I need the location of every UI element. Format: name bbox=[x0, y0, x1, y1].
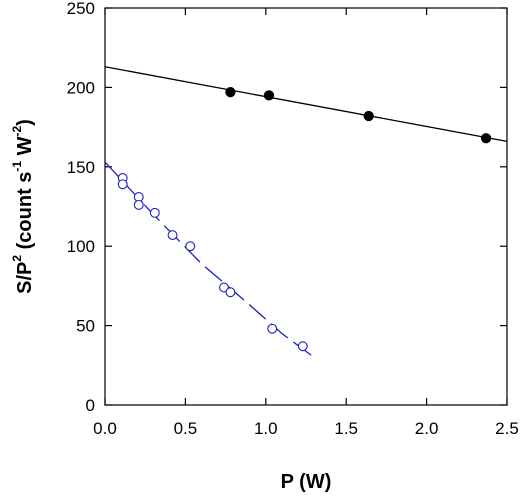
data-point-series-2 bbox=[167, 230, 178, 241]
y-axis-title: S/P2 (count s-1 W-2) bbox=[10, 119, 36, 294]
y-tick-label: 250 bbox=[67, 0, 95, 18]
fit-line-series-2 bbox=[104, 161, 315, 358]
y-axis-title-superscript: 2 bbox=[10, 255, 24, 262]
x-tick-label: 2.5 bbox=[495, 419, 519, 438]
y-tick-label: 200 bbox=[67, 78, 95, 97]
y-axis-title-text: ) bbox=[14, 119, 36, 126]
data-point-series-2 bbox=[297, 341, 308, 352]
x-tick-label: 0.5 bbox=[174, 419, 198, 438]
data-point-series-2 bbox=[267, 323, 278, 334]
data-point-series-2 bbox=[185, 241, 196, 252]
fit-lines bbox=[104, 66, 508, 358]
data-point-series-1 bbox=[225, 87, 236, 98]
plot-frame bbox=[104, 7, 508, 406]
x-tick-label: 0.0 bbox=[93, 419, 117, 438]
data-point-series-1 bbox=[480, 133, 492, 144]
y-axis-title-superscript: -2 bbox=[10, 125, 24, 136]
y-tick-label: 0 bbox=[86, 396, 95, 415]
x-tick-label: 1.0 bbox=[254, 419, 278, 438]
axes: 0.0 0.5 1.0 1.5 2.0 2.5 0 50 100 150 200 250 bbox=[67, 0, 519, 438]
y-tick-label: 50 bbox=[76, 317, 95, 336]
data-point-series-1 bbox=[363, 110, 374, 122]
y-axis-title-superscript: -1 bbox=[10, 161, 24, 172]
x-tick-label: 1.5 bbox=[334, 419, 358, 438]
data-point-series-1 bbox=[263, 90, 275, 101]
y-tick-label: 100 bbox=[67, 237, 95, 256]
data-points bbox=[117, 87, 492, 352]
y-axis-title-text: W bbox=[14, 136, 36, 161]
y-axis-title-text: (count s bbox=[14, 172, 36, 255]
y-tick-label: 150 bbox=[67, 158, 95, 177]
y-axis-title-text: S/P bbox=[14, 262, 36, 294]
x-axis-title: P (W) bbox=[281, 471, 332, 493]
fit-line-series-1 bbox=[104, 66, 508, 143]
data-point-series-2 bbox=[149, 207, 160, 218]
x-tick-label: 2.0 bbox=[415, 419, 439, 438]
data-point-series-2 bbox=[117, 179, 128, 190]
data-point-series-2 bbox=[133, 199, 144, 210]
data-point-series-2 bbox=[225, 287, 236, 298]
